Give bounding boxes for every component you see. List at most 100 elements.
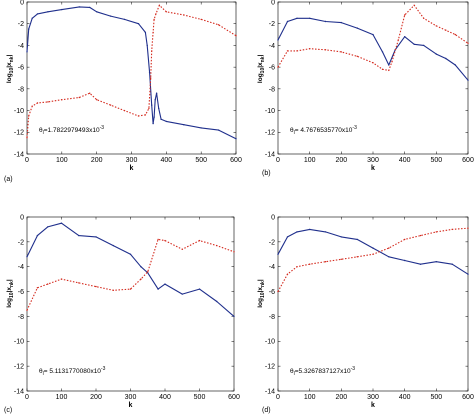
- panel-b-ytick-label: -4: [269, 43, 275, 50]
- panel-b-blue-solid-series-point: [454, 64, 456, 66]
- panel-a-red-dotted-series-point: [165, 11, 167, 13]
- panel-a-blue-solid-series-point: [200, 127, 202, 129]
- panel-d-ytick-label: -4: [269, 264, 275, 271]
- panel-a-xtick-label: 400: [160, 157, 172, 164]
- panel-a-x-axis-label: k: [130, 165, 134, 172]
- panel-d-red-dotted-series-point: [372, 253, 374, 255]
- panel-b-blue-solid-series-point: [423, 44, 425, 47]
- panel-a-red-dotted-series-point: [148, 107, 150, 110]
- panel-c-x-axis-label: k: [129, 402, 133, 409]
- panel-c-blue-solid-series-point: [140, 266, 142, 268]
- panel-b-blue-solid-series-point: [309, 17, 311, 19]
- panel-c-xtick-label: 400: [159, 394, 171, 401]
- panel-b-red-dotted-series-point: [413, 4, 415, 7]
- panel-c-blue-solid-series-point: [198, 288, 201, 290]
- panel-d-ylabel-end: |: [257, 279, 264, 281]
- panel-a-ylabel-sub: 10: [9, 68, 15, 74]
- panel-d-theta-annotation: θl=5.3267837127x10-3: [290, 366, 355, 377]
- panel-b-ytick-label: -6: [269, 65, 275, 72]
- panel-a-red-dotted-series-point: [89, 92, 91, 94]
- panel-a-theta-exp: -3: [100, 125, 105, 131]
- panel-c-ytick-label: -4: [18, 264, 24, 271]
- panel-c-red-dotted-series-point: [112, 289, 115, 291]
- panel-b-blue-solid-series-point: [404, 36, 406, 38]
- panel-c-blue-solid-series-point: [26, 256, 28, 258]
- panel-a-ytick-label: -12: [14, 130, 24, 137]
- panel-b-theta-symbol: θ: [290, 127, 294, 134]
- panel-a-red-dotted-series-point: [109, 104, 112, 106]
- panel-b-theta-annotation: θl= 4.7676535770x10-3: [290, 125, 357, 136]
- panel-a-blue-solid-series-point: [36, 13, 39, 15]
- panel-a-blue-solid-series-point: [153, 116, 155, 118]
- panel-b-red-dotted-series-point: [467, 42, 469, 44]
- panel-c-xtick-label: 500: [194, 394, 206, 401]
- panel-b-theta-exp: -3: [352, 125, 357, 131]
- panel-d-x-axis-label: k: [371, 402, 375, 409]
- panel-a-xtick-label: 600: [230, 157, 242, 164]
- panel-d-blue-solid-series-point: [419, 263, 422, 265]
- panel-b-ylabel-log: log: [257, 73, 264, 83]
- panel-b-label: (b): [262, 170, 271, 177]
- panel-a-blue-solid-series-point: [148, 71, 151, 74]
- panel-a-xtick-label: 100: [56, 157, 68, 164]
- panel-c-red-dotted-series-point: [60, 278, 63, 280]
- panel-b-blue-solid-series-point: [286, 20, 289, 23]
- panel-d-theta-symbol: θ: [290, 368, 294, 375]
- panel-b-y-axis-label: log10|xnk|: [257, 54, 266, 83]
- panel-b-theta-value: = 4.7676535770x10: [295, 127, 353, 134]
- panel-a-red-dotted-series-point: [153, 18, 155, 21]
- panel-b-ytick-label: -2: [269, 21, 275, 28]
- panel-c-ytick-label: -8: [18, 314, 24, 321]
- panel-b-red-dotted-series-point: [356, 55, 358, 57]
- panel-b-xtick-label: 200: [335, 157, 347, 164]
- panel-b-blue-solid-series-point: [435, 53, 437, 55]
- panel-b-blue-solid-series-point: [372, 33, 374, 36]
- panel-c-red-dotted-series-point: [78, 282, 80, 284]
- panel-a-red-dotted-series-point: [183, 14, 185, 16]
- panel-d-blue-solid-series-point: [296, 231, 298, 233]
- panel-a-blue-solid-series-point: [155, 92, 158, 94]
- panel-a-theta-value: =1.7822979493x10: [44, 127, 100, 134]
- panel-c-ylabel-end: |: [6, 279, 13, 281]
- panel-b-red-dotted-series-point: [372, 62, 374, 64]
- panel-b-frame: [277, 1, 469, 155]
- panel-d-red-dotted-series-point: [309, 263, 311, 265]
- panel-c-blue-solid-series-point: [78, 234, 80, 237]
- panel-a-ytick-label: -6: [18, 65, 24, 72]
- panel-b-red-dotted-series-point: [435, 25, 437, 27]
- panel-a-red-dotted-series-point: [200, 18, 202, 21]
- panel-c-blue-solid-series-point: [129, 253, 132, 255]
- panel-b-red-dotted-series-point: [381, 68, 384, 71]
- panel-b-ylabel-sub: 10: [260, 68, 266, 74]
- panel-d-theta-value: =5.3267837127x10: [295, 368, 351, 375]
- panel-d-ytick-label: -2: [269, 239, 275, 246]
- panel-c-red-dotted-series-point: [95, 285, 97, 288]
- panel-a-blue-solid-series-point: [47, 11, 49, 13]
- panel-c-blue-solid-series: [26, 222, 235, 317]
- panel-a-red-dotted-series-point: [150, 77, 152, 79]
- panel-a-blue-solid-series-point: [109, 15, 112, 17]
- panel-b-xtick-label: 400: [399, 157, 411, 164]
- panel-c-red-dotted-series-point: [147, 271, 149, 273]
- panel-a-blue-solid-series-point: [26, 51, 28, 53]
- panel-c-red-dotted-series-point: [198, 239, 201, 242]
- panel-a-blue-solid-series-point: [123, 18, 126, 21]
- panel-a-blue-solid-series-point: [183, 124, 185, 126]
- panel-b-red-dotted-series-point: [309, 48, 311, 50]
- panel-d-red-dotted-series-point: [286, 273, 289, 275]
- panel-a-red-dotted-series-point: [36, 102, 39, 104]
- panel-c-ytick-label: -2: [18, 239, 24, 246]
- panel-c-ytick-label: -14: [14, 388, 24, 395]
- panel-c-blue-solid-series-point: [60, 222, 63, 224]
- panel-a-red-dotted-series-point: [158, 4, 161, 7]
- panel-a-ytick-label: -2: [18, 21, 24, 28]
- panel-c-label: (c): [4, 407, 12, 414]
- panel-c-xtick-label: 200: [90, 394, 102, 401]
- panel-a-ytick-label: -10: [14, 108, 24, 115]
- panel-c-theta-symbol: θ: [39, 368, 43, 375]
- panel-b-red-dotted-series-point: [388, 69, 390, 72]
- panel-a-y-axis-label: log10|xnk|: [6, 54, 15, 83]
- panel-b-red-dotted-series-point: [391, 61, 393, 63]
- panel-c-blue-solid-series-point: [216, 300, 218, 303]
- panel-b-theta-sub: l: [294, 130, 295, 136]
